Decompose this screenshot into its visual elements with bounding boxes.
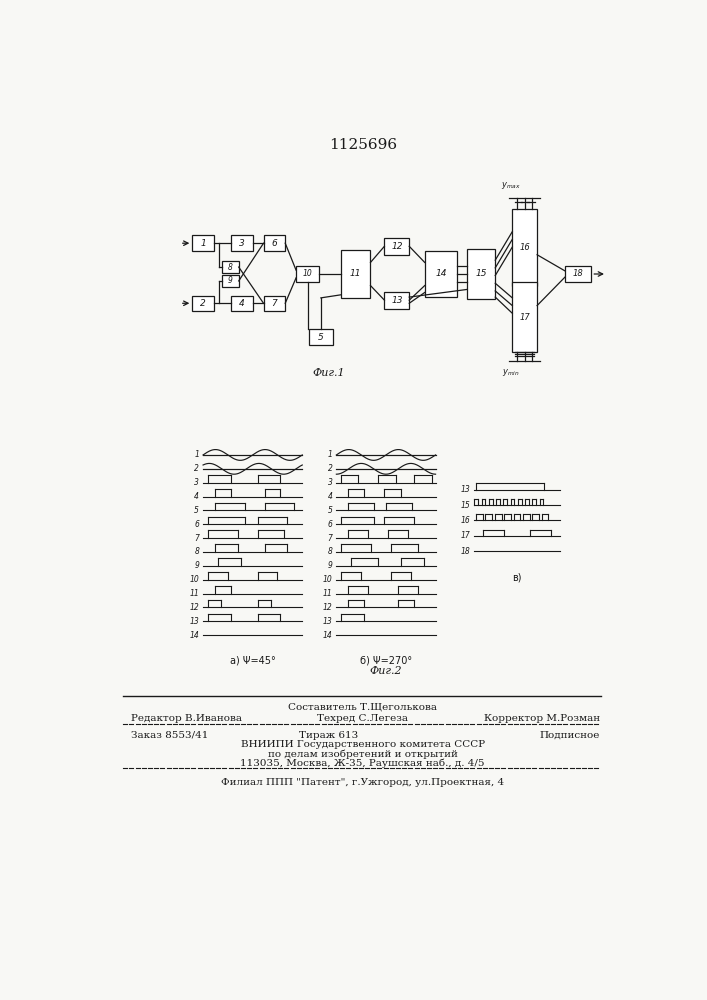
Text: 113035, Москва, Ж-35, Раушская наб., д. 4/5: 113035, Москва, Ж-35, Раушская наб., д. …: [240, 758, 485, 768]
Text: 6: 6: [327, 520, 332, 529]
Text: 8: 8: [327, 547, 332, 556]
Text: 16: 16: [520, 243, 530, 252]
Text: 13: 13: [323, 617, 332, 626]
Text: 13: 13: [189, 617, 199, 626]
Text: 17: 17: [520, 313, 530, 322]
Bar: [192, 296, 214, 311]
Text: 7: 7: [271, 299, 277, 308]
Text: 4: 4: [327, 492, 332, 501]
Text: 10: 10: [189, 575, 199, 584]
Text: 9: 9: [228, 276, 233, 285]
Bar: [425, 251, 457, 297]
Text: 5: 5: [318, 333, 324, 342]
Bar: [192, 235, 214, 251]
Text: Фиг.1: Фиг.1: [312, 368, 345, 378]
Text: $y_{min}$: $y_{min}$: [502, 367, 520, 378]
Text: 11: 11: [189, 589, 199, 598]
Text: 14: 14: [436, 269, 447, 278]
Text: а) Ψ=45°: а) Ψ=45°: [230, 655, 276, 665]
Text: 7: 7: [194, 534, 199, 543]
Text: 1: 1: [327, 450, 332, 459]
Bar: [513, 282, 537, 352]
Text: 7: 7: [327, 534, 332, 543]
Text: 13: 13: [461, 485, 470, 494]
Text: Фиг.2: Фиг.2: [370, 666, 402, 676]
Text: 10: 10: [303, 269, 312, 278]
Text: 8: 8: [228, 263, 233, 272]
Text: 1125696: 1125696: [329, 138, 397, 152]
Text: по делам изобретений и открытий: по делам изобретений и открытий: [268, 749, 457, 759]
Text: $y_{max}$: $y_{max}$: [501, 180, 521, 191]
Bar: [296, 266, 320, 282]
Text: ВНИИПИ Государственного комитета СССР: ВНИИПИ Государственного комитета СССР: [240, 740, 485, 749]
Text: 9: 9: [194, 561, 199, 570]
Text: Составитель Т.Щеголькова: Составитель Т.Щеголькова: [288, 703, 437, 712]
Text: в): в): [512, 573, 522, 583]
Text: Тираж 613: Тираж 613: [299, 731, 358, 740]
Text: 18: 18: [461, 547, 470, 556]
Text: 18: 18: [573, 269, 583, 278]
Text: 13: 13: [391, 296, 402, 305]
Text: 6: 6: [194, 520, 199, 529]
Text: 1: 1: [200, 239, 206, 248]
Bar: [565, 266, 591, 282]
Bar: [231, 235, 252, 251]
Text: 2: 2: [327, 464, 332, 473]
Bar: [513, 209, 537, 286]
Bar: [222, 275, 239, 287]
Text: 5: 5: [194, 506, 199, 515]
Text: 5: 5: [327, 506, 332, 515]
Bar: [309, 329, 332, 345]
Text: 3: 3: [239, 239, 245, 248]
Bar: [264, 296, 285, 311]
Text: 6: 6: [271, 239, 277, 248]
Text: 15: 15: [476, 269, 487, 278]
Text: 2: 2: [200, 299, 206, 308]
Text: 8: 8: [194, 547, 199, 556]
Bar: [467, 249, 495, 299]
Bar: [264, 235, 285, 251]
Bar: [341, 250, 370, 298]
Text: 15: 15: [461, 500, 470, 510]
Text: 16: 16: [461, 516, 470, 525]
Text: Редактор В.Иванова: Редактор В.Иванова: [131, 714, 242, 723]
Text: 17: 17: [461, 531, 470, 540]
Text: 14: 14: [189, 631, 199, 640]
Text: 1: 1: [194, 450, 199, 459]
Text: Филиал ППП "Патент", г.Ужгород, ул.Проектная, 4: Филиал ППП "Патент", г.Ужгород, ул.Проек…: [221, 778, 504, 787]
Text: 10: 10: [323, 575, 332, 584]
Bar: [385, 292, 409, 309]
Text: Техред С.Легеза: Техред С.Легеза: [317, 714, 408, 723]
Text: б) Ψ=270°: б) Ψ=270°: [360, 655, 412, 665]
Text: 12: 12: [189, 603, 199, 612]
Text: Заказ 8553/41: Заказ 8553/41: [131, 731, 209, 740]
Text: 14: 14: [323, 631, 332, 640]
Text: 3: 3: [327, 478, 332, 487]
Text: Корректор М.Розман: Корректор М.Розман: [484, 714, 600, 723]
Text: 4: 4: [194, 492, 199, 501]
Bar: [231, 296, 252, 311]
Text: 12: 12: [323, 603, 332, 612]
Text: Подписное: Подписное: [539, 731, 600, 740]
Bar: [385, 238, 409, 255]
Text: 9: 9: [327, 561, 332, 570]
Text: 4: 4: [239, 299, 245, 308]
Text: 3: 3: [194, 478, 199, 487]
Bar: [222, 261, 239, 273]
Text: 2: 2: [194, 464, 199, 473]
Text: 11: 11: [350, 269, 361, 278]
Text: 11: 11: [323, 589, 332, 598]
Text: 12: 12: [391, 242, 402, 251]
